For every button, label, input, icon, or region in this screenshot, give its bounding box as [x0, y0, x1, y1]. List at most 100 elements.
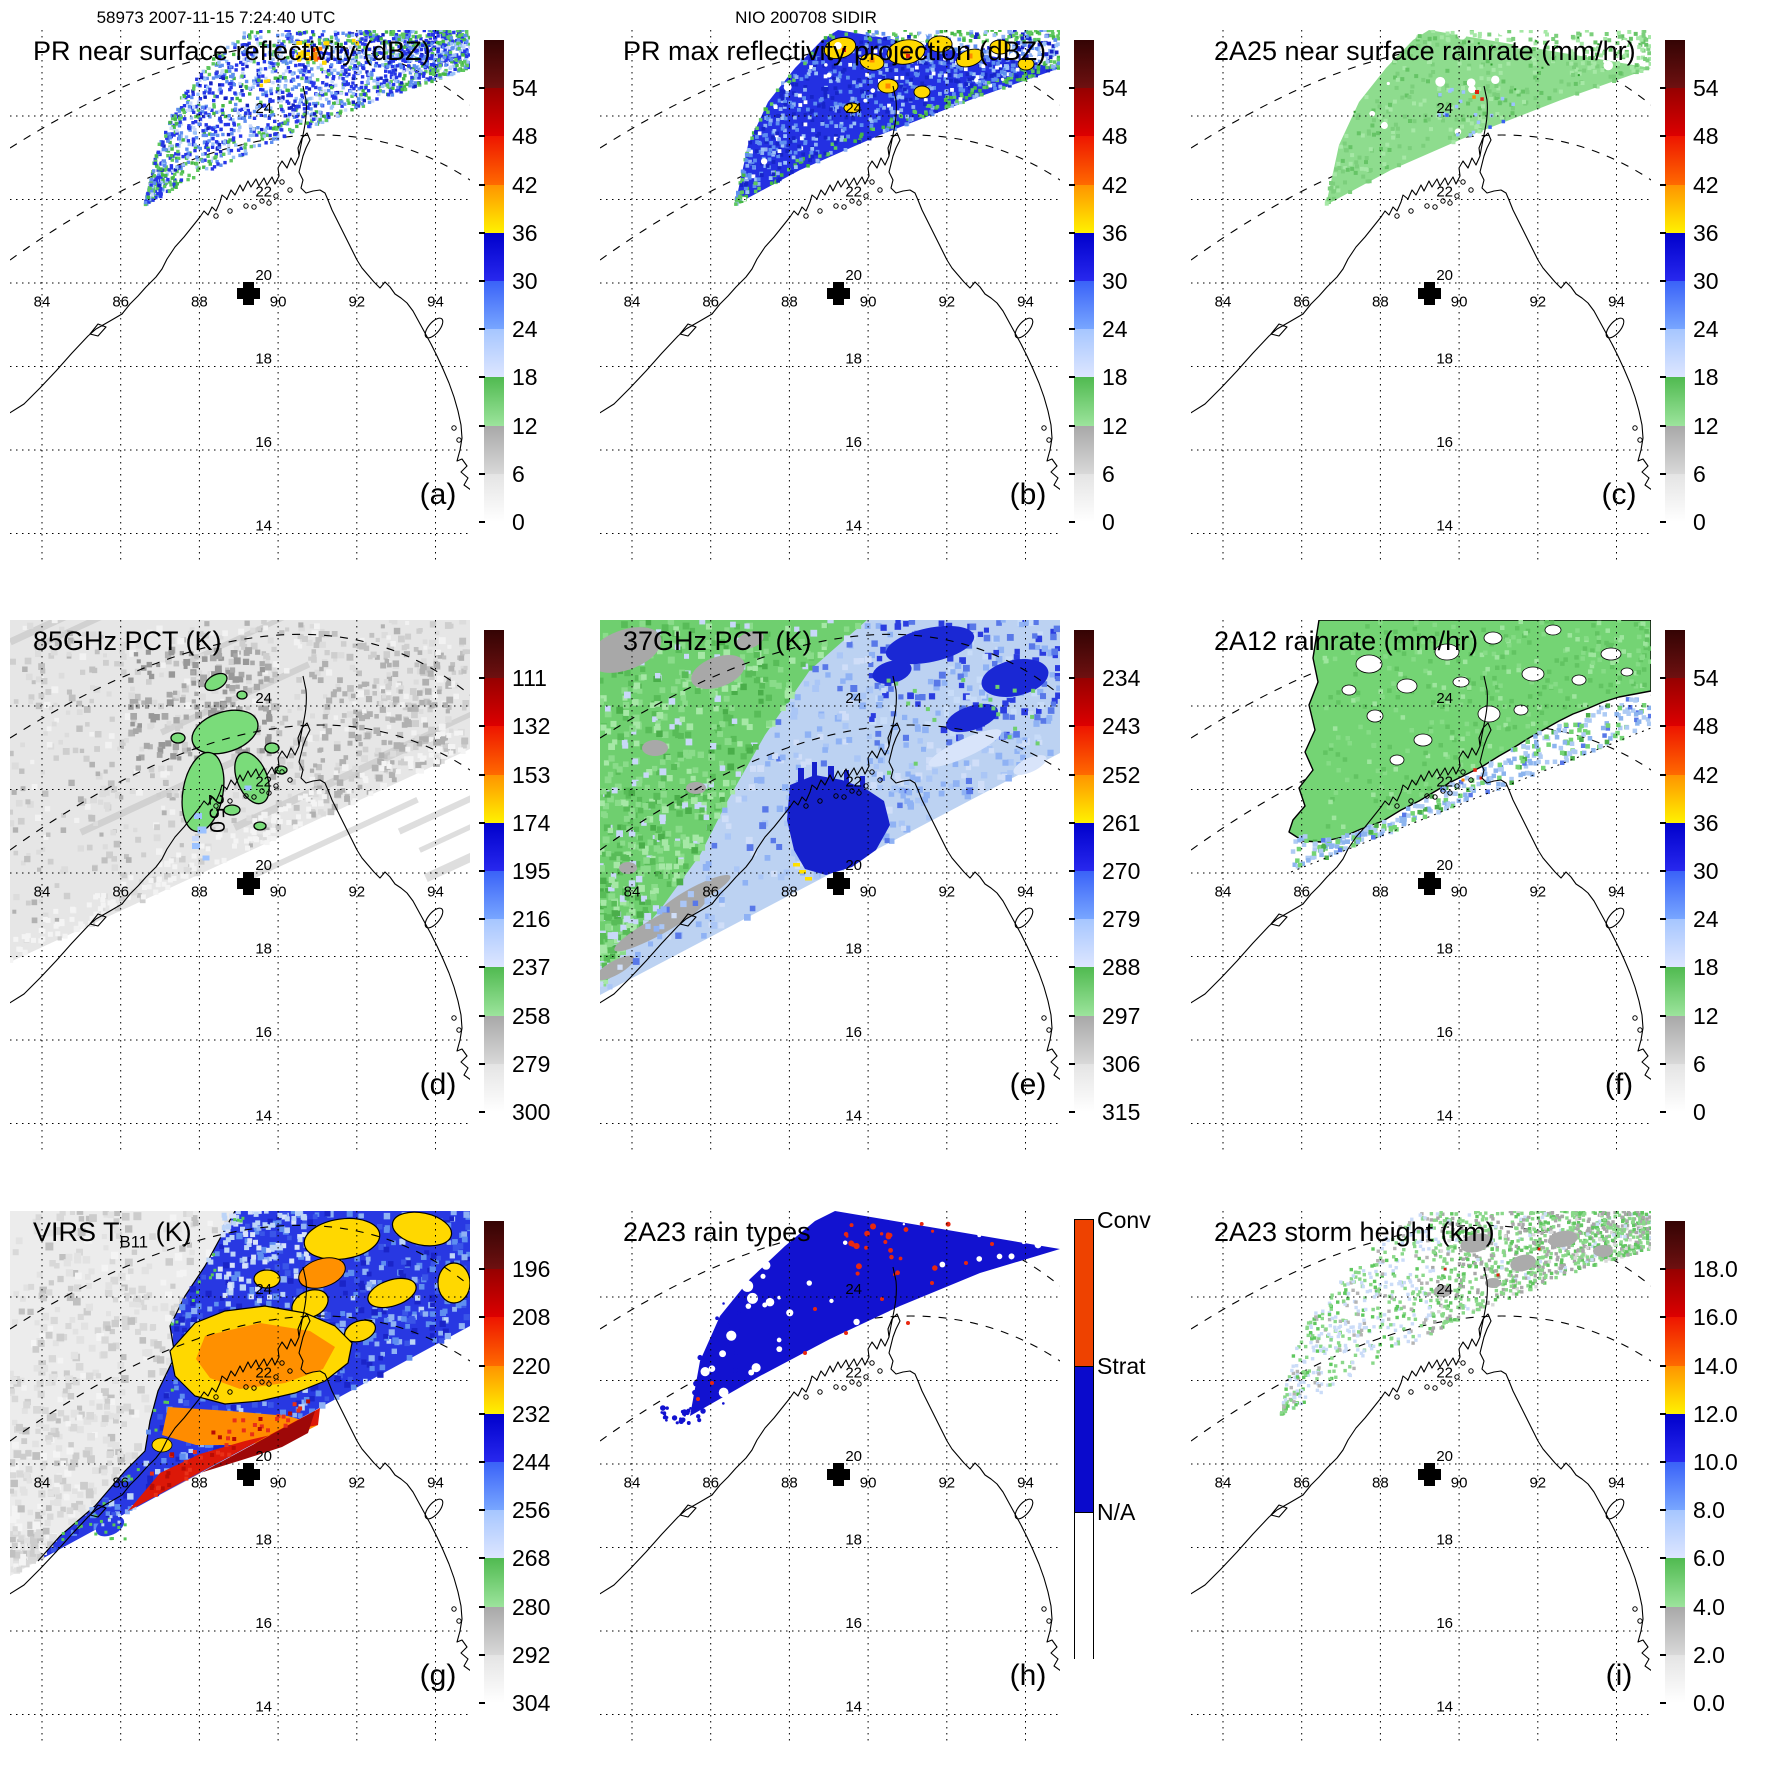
colorbar-tickmark	[1660, 1606, 1666, 1608]
colorbar-tickmark	[479, 232, 485, 234]
colorbar-tick-label: 54	[1102, 75, 1162, 101]
lon-label: 92	[348, 884, 365, 901]
panel-letter: (c)	[1584, 478, 1654, 512]
lat-label: 22	[1436, 184, 1453, 201]
lat-label: 16	[1436, 1615, 1453, 1632]
colorbar-tickmark	[1660, 1316, 1666, 1318]
lat-label: 22	[255, 1365, 272, 1382]
colorbar-tickmark	[479, 425, 485, 427]
colorbar-tick-label: 258	[512, 1003, 572, 1029]
lon-label: 94	[1017, 1475, 1034, 1492]
lat-label: 20	[845, 857, 862, 874]
lat-label: 14	[845, 518, 862, 535]
lon-label: 88	[1372, 884, 1389, 901]
colorbar-tickmark	[479, 376, 485, 378]
colorbar-tickmark	[1660, 822, 1666, 824]
lat-label: 20	[1436, 267, 1453, 284]
lat-label: 24	[255, 1281, 272, 1298]
colorbar-tickmark	[1069, 328, 1075, 330]
colorbar-tickmark	[1069, 87, 1075, 89]
colorbar-tickmark	[1069, 135, 1075, 137]
colorbar-tickmark	[1660, 376, 1666, 378]
colorbar-tick-label: 48	[1693, 123, 1753, 149]
colorbar-tick-label: 252	[1102, 762, 1162, 788]
lat-label: 24	[255, 100, 272, 117]
lat-label: 22	[255, 184, 272, 201]
colorbar-tickmark	[479, 1702, 485, 1704]
panel-letter: (i)	[1584, 1659, 1654, 1693]
colorbar-tickmark	[1660, 1557, 1666, 1559]
colorbar-tickmark	[1069, 966, 1075, 968]
lat-label: 14	[1436, 1699, 1453, 1716]
colorbar-tickmark	[479, 1654, 485, 1656]
colorbar-tick-label: 232	[512, 1401, 572, 1427]
colorbar-tick-label: 216	[512, 906, 572, 932]
colorbar-tick-label: 8.0	[1693, 1497, 1753, 1523]
panel-title: 2A23 storm height (km)	[1214, 1217, 1495, 1252]
lon-label: 92	[348, 294, 365, 311]
panel-letter: (b)	[993, 478, 1063, 512]
colorbar-tick-label: 30	[1693, 268, 1753, 294]
panel-letter: (h)	[993, 1659, 1063, 1693]
lon-label: 90	[860, 294, 877, 311]
colorbar-tickmark	[479, 87, 485, 89]
lon-label: 92	[938, 884, 955, 901]
colorbar-tick-label: 261	[1102, 810, 1162, 836]
colorbar-tick-label: 24	[1693, 316, 1753, 342]
lon-label: 86	[702, 1475, 719, 1492]
colorbar-tickmark	[1069, 822, 1075, 824]
colorbar-tickmark	[1069, 918, 1075, 920]
panel-title-text: 2A25 near surface rainrate (mm/hr)	[1214, 36, 1636, 66]
lat-label: 16	[845, 1024, 862, 1041]
lon-label: 94	[1608, 884, 1625, 901]
colorbar-tick-label: 234	[1102, 665, 1162, 691]
colorbar-tick-label: 111	[512, 665, 572, 691]
lat-label: 18	[1436, 351, 1453, 368]
colorbar-tickmark	[479, 1461, 485, 1463]
colorbar-tick-label: 0	[1693, 509, 1753, 535]
lon-label: 90	[270, 294, 287, 311]
lat-label: 14	[1436, 1108, 1453, 1125]
storm-center-marker	[827, 1463, 850, 1486]
lat-label: 20	[255, 1448, 272, 1465]
colorbar-tickmark	[479, 1509, 485, 1511]
lat-label: 20	[255, 857, 272, 874]
colorbar-tick-label: 42	[1693, 762, 1753, 788]
colorbar-tick-label: 315	[1102, 1099, 1162, 1125]
colorbar-tickmark	[1660, 1268, 1666, 1270]
lon-label: 92	[1529, 294, 1546, 311]
panel-title: 2A25 near surface rainrate (mm/hr)	[1214, 36, 1636, 71]
lon-label: 84	[34, 884, 51, 901]
colorbar-tick-label: 18.0	[1693, 1256, 1753, 1282]
panel-title-text: 2A12 rainrate (mm/hr)	[1214, 626, 1478, 656]
colorbar-tick-label: 24	[1693, 906, 1753, 932]
panel-title-text: 2A23 storm height (km)	[1214, 1217, 1495, 1247]
lat-label: 16	[255, 1615, 272, 1632]
colorbar-tickmark	[1660, 1413, 1666, 1415]
colorbar-tickmark	[479, 328, 485, 330]
colorbar-tickmark	[479, 1316, 485, 1318]
lat-label: 14	[845, 1108, 862, 1125]
colorbar-tickmark	[1069, 1063, 1075, 1065]
data-swath	[600, 620, 1060, 995]
lat-label: 18	[255, 941, 272, 958]
lon-label: 90	[1451, 294, 1468, 311]
colorbar-tickmark	[1069, 376, 1075, 378]
panel-letter: (f)	[1584, 1068, 1654, 1102]
lon-label: 92	[1529, 1475, 1546, 1492]
lat-label: 14	[255, 518, 272, 535]
colorbar-tick-label: 196	[512, 1256, 572, 1282]
colorbar-tickmark	[479, 280, 485, 282]
colorbar-tick-label: 6	[512, 461, 572, 487]
panel-title: 2A12 rainrate (mm/hr)	[1214, 626, 1478, 661]
lon-label: 86	[702, 294, 719, 311]
colorbar-tickmark	[479, 725, 485, 727]
colorbar-tick-label: 10.0	[1693, 1449, 1753, 1475]
colorbar-tick-label: 220	[512, 1353, 572, 1379]
colorbar-tickmark	[479, 918, 485, 920]
